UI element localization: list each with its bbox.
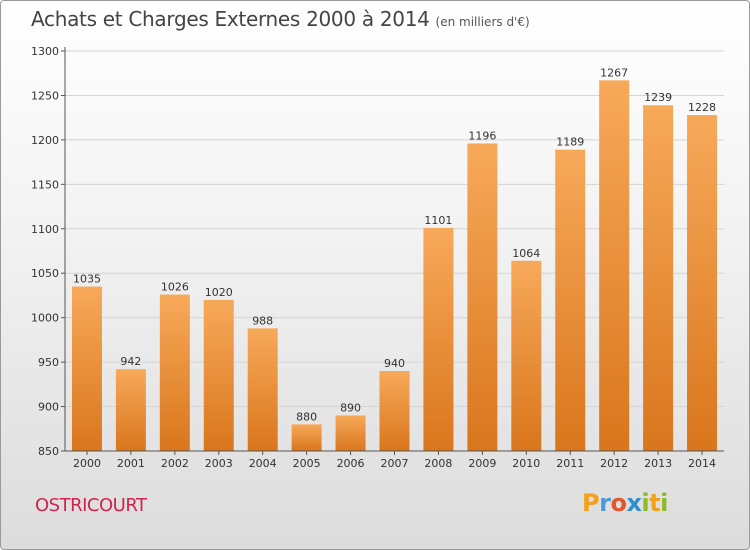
- y-tick-label: 900: [38, 401, 59, 414]
- commune-name: OSTRICOURT: [35, 495, 147, 516]
- bar: [291, 424, 322, 451]
- bar-value-label: 890: [340, 401, 361, 414]
- bar: [643, 105, 674, 451]
- bar-value-label: 940: [384, 357, 405, 370]
- bar-value-label: 880: [296, 410, 317, 423]
- bar-value-label: 1196: [468, 129, 496, 142]
- bar: [379, 371, 410, 451]
- y-tick-label: 1000: [31, 312, 59, 325]
- x-tick-label: 2007: [381, 457, 409, 470]
- bar: [423, 227, 454, 451]
- logo-letter: x: [626, 489, 642, 517]
- y-tick-label: 850: [38, 445, 59, 458]
- axes: [61, 47, 724, 455]
- x-tick-label: 2009: [468, 457, 496, 470]
- y-tick-label: 1100: [31, 223, 59, 236]
- y-tick-label: 1300: [31, 45, 59, 58]
- x-tick-label: 2005: [293, 457, 321, 470]
- x-tick-label: 2013: [644, 457, 672, 470]
- y-tick-label: 1250: [31, 89, 59, 102]
- logo-letter: i: [641, 489, 650, 517]
- proxiti-logo: Proxiti: [582, 489, 668, 517]
- chart-title: Achats et Charges Externes 2000 à 2014 (e…: [31, 7, 530, 31]
- logo-letter: r: [599, 489, 611, 517]
- bar-value-label: 1026: [161, 281, 189, 294]
- bar-value-label: 1101: [424, 214, 452, 227]
- x-tick-label: 2012: [600, 457, 628, 470]
- x-tick-label: 2011: [556, 457, 584, 470]
- bar-value-label: 988: [252, 314, 273, 327]
- bar-value-label: 1239: [644, 91, 672, 104]
- bar-value-label: 1064: [512, 247, 540, 260]
- logo-letter: t: [649, 489, 661, 517]
- bar: [159, 294, 190, 451]
- x-tick-label: 2010: [512, 457, 540, 470]
- logo-letter: P: [582, 489, 600, 517]
- bar: [555, 149, 586, 451]
- labels: 850 900 950 1000 1050 1100 1150 1200 1250 1300 103…: [31, 45, 716, 470]
- title-text: Achats et Charges Externes 2000 à 2014: [31, 7, 430, 31]
- bar: [71, 286, 102, 451]
- x-tick-label: 2003: [205, 457, 233, 470]
- x-tick-label: 2001: [117, 457, 145, 470]
- bar-value-label: 1267: [600, 66, 628, 79]
- x-tick-label: 2008: [424, 457, 452, 470]
- bars: [71, 80, 718, 451]
- bar-value-label: 1020: [205, 286, 233, 299]
- bar-value-label: 942: [120, 355, 141, 368]
- bar: [203, 299, 234, 451]
- bar: [599, 80, 630, 451]
- bar: [511, 260, 542, 451]
- x-tick-label: 2014: [688, 457, 716, 470]
- y-tick-label: 1150: [31, 178, 59, 191]
- y-tick-label: 1200: [31, 134, 59, 147]
- bar: [115, 369, 146, 451]
- bar: [335, 415, 366, 451]
- x-tick-label: 2002: [161, 457, 189, 470]
- unit-note: (en milliers d'€): [435, 15, 530, 29]
- bar: [247, 328, 278, 451]
- x-tick-label: 2006: [337, 457, 365, 470]
- bar: [687, 115, 718, 451]
- bar-value-label: 1228: [688, 101, 716, 114]
- bar-value-label: 1189: [556, 136, 584, 149]
- y-tick-label: 1050: [31, 267, 59, 280]
- bar: [467, 143, 498, 451]
- bar-value-label: 1035: [73, 273, 101, 286]
- x-tick-label: 2004: [249, 457, 277, 470]
- logo-letter: i: [660, 489, 668, 517]
- y-tick-label: 950: [38, 356, 59, 369]
- logo-letter: o: [610, 489, 627, 517]
- x-tick-label: 2000: [73, 457, 101, 470]
